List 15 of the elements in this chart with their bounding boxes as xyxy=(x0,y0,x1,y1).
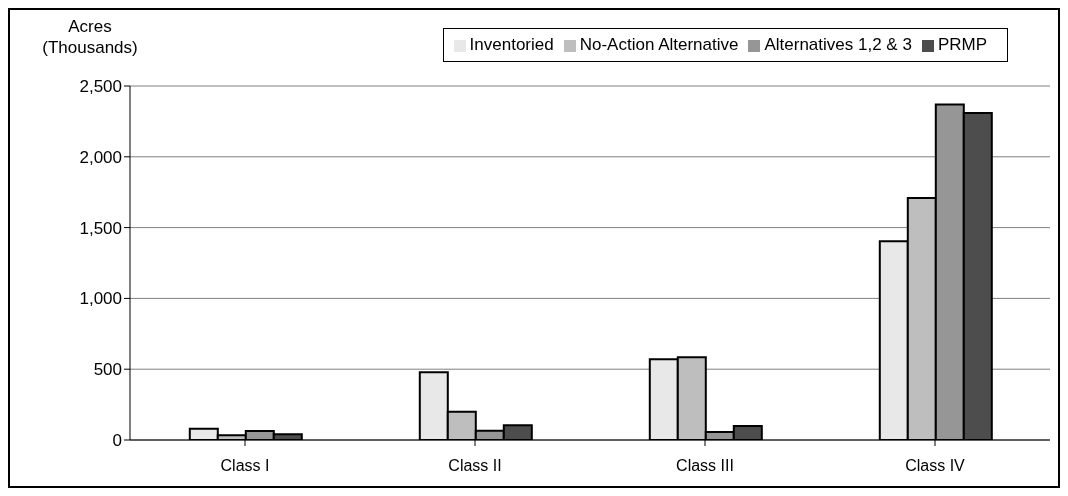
y-tick-label: 2,500 xyxy=(79,77,122,97)
x-tick-label: Class I xyxy=(220,457,270,475)
legend-label: Inventoried xyxy=(469,35,554,54)
y-tick-label: 1,000 xyxy=(79,289,122,309)
y-tick-label: 0 xyxy=(112,431,122,451)
x-tick-label: Class III xyxy=(676,457,734,475)
y-tick-label: 2,000 xyxy=(79,147,122,167)
legend-label: Alternatives 1,2 & 3 xyxy=(764,35,912,54)
x-tick-label: Class IV xyxy=(905,457,966,475)
legend-label: No-Action Alternative xyxy=(579,35,739,54)
y-axis-title: Acres (Thousands) xyxy=(41,16,139,58)
y-tick-label: 500 xyxy=(93,360,122,380)
legend-label: PRMP xyxy=(937,35,987,54)
x-tick-label: Class II xyxy=(448,457,502,475)
y-tick-label: 1,500 xyxy=(79,218,122,238)
